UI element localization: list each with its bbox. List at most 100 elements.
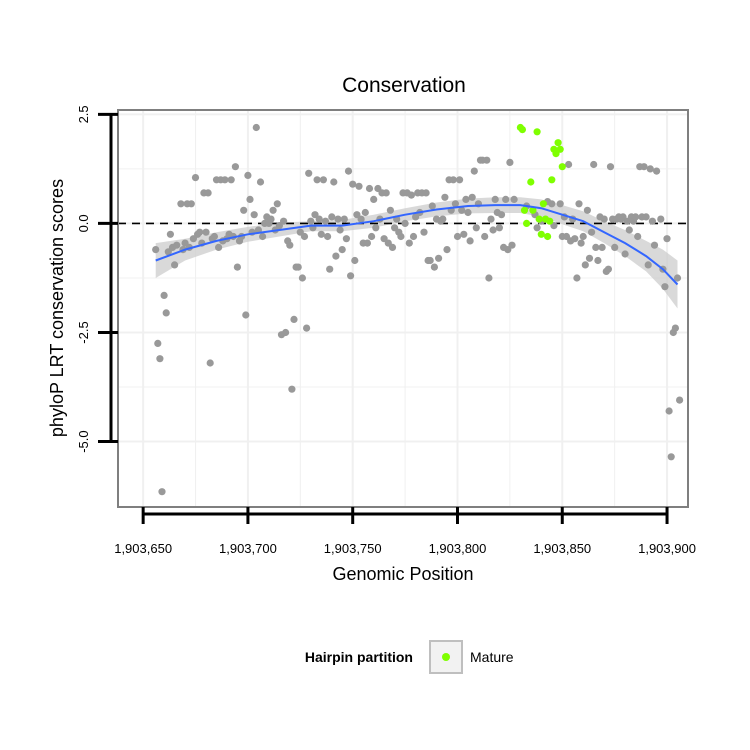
mature-data-point [548,176,556,184]
data-point [441,193,449,201]
data-point [202,228,210,236]
mature-data-point [523,219,531,227]
data-point [361,208,369,217]
data-point [330,178,338,186]
data-point [634,232,642,241]
data-point [173,241,181,249]
data-point [472,224,480,232]
y-axis-title: phyloP LRT conservation scores [47,179,67,437]
data-point [577,239,585,247]
data-point [483,156,491,164]
data-point [267,215,275,223]
data-point [365,184,374,193]
data-point [426,256,434,265]
data-point [407,191,415,199]
data-point [401,219,409,227]
data-point [215,243,223,251]
data-point [581,261,589,269]
data-point [657,215,665,223]
legend: Hairpin partition Mature [305,640,514,674]
data-point [206,359,214,367]
data-point [653,167,661,175]
data-point [640,163,648,171]
data-point [328,213,336,221]
data-point [158,488,166,496]
data-point [317,230,325,238]
mature-points [516,123,566,241]
data-point [489,226,497,234]
data-point [351,256,359,265]
data-point [592,243,600,251]
panel-border [117,109,689,508]
y-tick-label: -5.0 [76,430,91,452]
data-point [334,215,342,223]
y-axis: 2.5 0.0 -2.5 -5.0 [76,105,118,453]
data-point [166,230,174,238]
data-point [611,243,619,251]
chart-title: Conservation [342,74,466,97]
plot-panel [117,109,689,508]
legend-title: Hairpin partition [305,649,413,665]
data-point [642,213,650,221]
data-point [573,274,581,282]
data-point [240,206,248,214]
data-point [244,171,252,179]
data-point [191,174,200,182]
data-point [451,200,459,208]
data-point [435,254,443,262]
data-point [286,241,294,249]
data-point [606,163,615,171]
data-point [294,263,302,271]
data-point [152,246,160,254]
data-point [231,163,239,171]
data-point [470,167,478,175]
data-point [462,195,470,203]
data-point [210,232,218,241]
data-point [156,355,164,363]
data-point [556,200,564,208]
data-point [506,158,514,166]
data-point [368,232,376,241]
data-point [273,200,281,208]
data-point [481,232,489,241]
data-point [357,215,365,223]
data-point [420,228,428,236]
data-point [588,228,596,236]
x-tick-label: 1,903,650 [114,541,172,556]
data-point [154,339,162,347]
data-point [456,176,464,184]
mature-data-point [558,163,566,171]
data-point [326,265,334,273]
data-point [305,169,313,177]
data-point [590,160,598,169]
data-point [460,230,468,238]
data-point [259,232,267,241]
data-point [600,215,608,223]
data-point [227,176,235,184]
legend-key-mature [442,653,450,661]
data-point [336,226,344,234]
other-points [152,123,684,496]
data-point [221,176,229,184]
data-point [667,453,675,461]
mature-data-point [556,145,564,153]
data-point [673,274,682,282]
data-point [644,261,652,269]
data-point [422,189,430,197]
mature-data-point [527,178,535,186]
data-point [321,217,330,225]
data-point [428,202,436,210]
data-point [342,235,350,243]
data-point [177,200,185,208]
data-point [386,206,394,214]
data-point [405,239,413,247]
data-point [250,211,258,219]
data-point [497,211,506,219]
mature-data-point [544,232,552,241]
data-point [196,228,204,236]
data-point [548,200,556,208]
data-point [280,217,288,225]
x-axis-title: Genomic Position [332,564,473,584]
data-point [487,215,495,223]
